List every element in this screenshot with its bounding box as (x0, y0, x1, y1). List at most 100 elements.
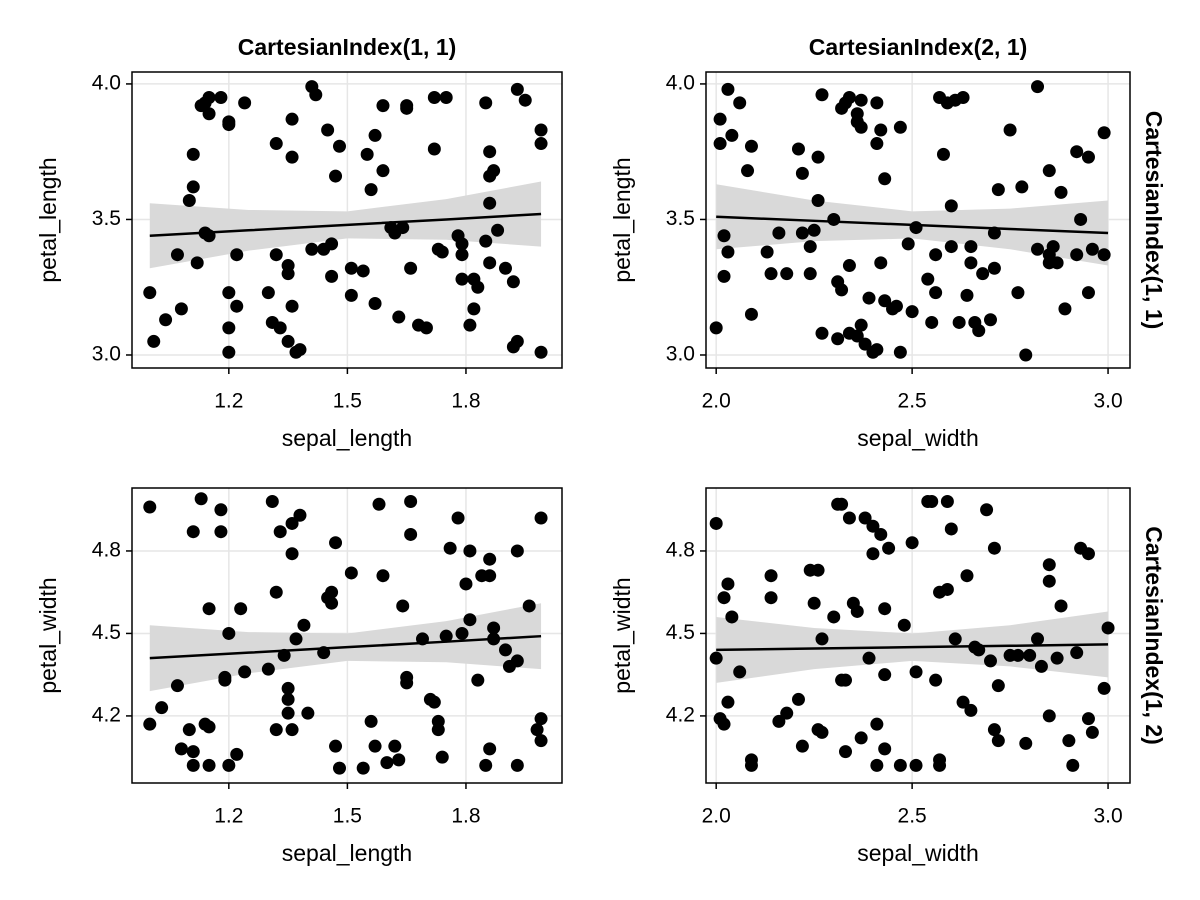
point (467, 302, 481, 316)
point (870, 343, 884, 357)
point (972, 643, 986, 657)
point (1023, 648, 1037, 662)
point (487, 632, 501, 646)
point (301, 706, 315, 720)
point (522, 599, 536, 613)
point (713, 137, 727, 151)
point (764, 591, 778, 605)
point (807, 596, 821, 610)
point (983, 313, 997, 327)
x-axis-label: sepal_length (282, 840, 412, 866)
point (987, 541, 1001, 555)
point (510, 82, 524, 96)
point (273, 321, 287, 335)
point (870, 758, 884, 772)
point (721, 82, 735, 96)
point (388, 739, 402, 753)
point (534, 123, 548, 137)
point (964, 240, 978, 254)
point (725, 128, 739, 142)
point (285, 723, 299, 737)
point (479, 234, 493, 248)
point (1034, 659, 1048, 673)
point (1031, 242, 1045, 256)
point (483, 256, 497, 270)
point (991, 183, 1005, 197)
point (772, 226, 786, 240)
point (230, 299, 244, 313)
point (325, 269, 339, 283)
point (717, 269, 731, 283)
point (487, 164, 501, 178)
point (530, 723, 544, 737)
row-label: CartesianIndex(1, 1) (1141, 111, 1167, 330)
x-axis-label: sepal_length (282, 425, 412, 451)
point (878, 742, 892, 756)
point (854, 120, 868, 134)
point (987, 226, 1001, 240)
point (427, 695, 441, 709)
point (463, 318, 477, 332)
point (733, 96, 747, 110)
y-axis-label: petal_width (609, 577, 635, 693)
point (921, 272, 935, 286)
point (344, 261, 358, 275)
point (964, 703, 978, 717)
point (186, 525, 200, 539)
point (435, 245, 449, 259)
x-tick-label: 2.0 (702, 390, 731, 413)
point (909, 758, 923, 772)
point (1081, 150, 1095, 164)
point (811, 193, 825, 207)
point (1031, 80, 1045, 94)
point (281, 706, 295, 720)
point (297, 618, 311, 632)
point (506, 275, 520, 289)
point (878, 668, 892, 682)
point (1019, 348, 1033, 362)
point (831, 332, 845, 346)
point (709, 516, 723, 530)
point (1081, 286, 1095, 300)
point (380, 756, 394, 770)
x-tick-label: 3.0 (1093, 805, 1122, 828)
point (534, 511, 548, 525)
point (744, 139, 758, 153)
point (463, 613, 477, 627)
point (372, 497, 386, 511)
point (321, 123, 335, 137)
point (431, 723, 445, 737)
point (764, 267, 778, 281)
point (404, 527, 418, 541)
point (780, 706, 794, 720)
point (893, 120, 907, 134)
point (230, 747, 244, 761)
plot-frame (705, 487, 1131, 784)
point (991, 734, 1005, 748)
point (854, 93, 868, 107)
point (202, 758, 216, 772)
point (534, 734, 548, 748)
point (1058, 302, 1072, 316)
point (791, 692, 805, 706)
point (285, 547, 299, 561)
point (733, 665, 747, 679)
point (186, 745, 200, 759)
point (1081, 712, 1095, 726)
point (368, 739, 382, 753)
panel: 1.2 1.5 1.8 4.2 4.5 4.8 sepal_length petal_widt… (35, 487, 563, 866)
point (842, 90, 856, 104)
point (222, 345, 236, 359)
point (364, 714, 378, 728)
y-tick-label: 4.8 (666, 539, 695, 562)
point (368, 296, 382, 310)
point (186, 180, 200, 194)
point (956, 90, 970, 104)
point (261, 286, 275, 300)
point (277, 648, 291, 662)
point (1003, 123, 1017, 137)
point (238, 665, 252, 679)
point (427, 90, 441, 104)
point (795, 226, 809, 240)
point (293, 343, 307, 357)
